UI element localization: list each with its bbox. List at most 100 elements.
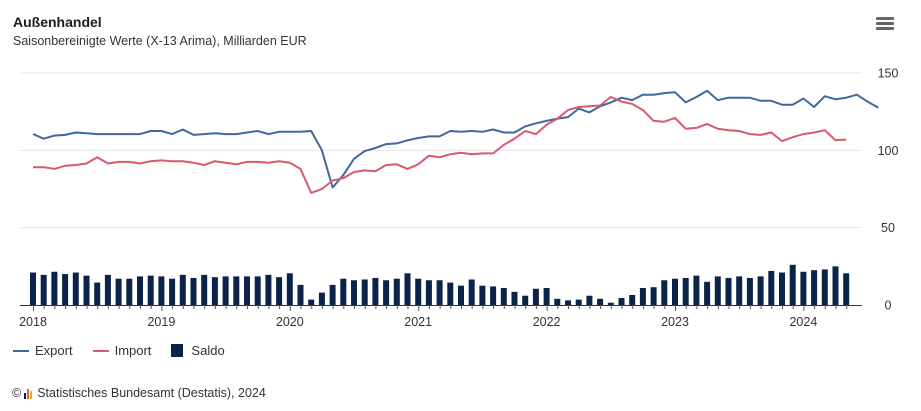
x-tick-label: 2022 — [533, 315, 561, 329]
saldo-bar — [597, 298, 604, 305]
saldo-bar — [757, 276, 764, 305]
saldo-bar — [543, 287, 550, 305]
series-lines — [32, 89, 879, 194]
x-tick-label: 2024 — [789, 315, 817, 329]
saldo-bar — [522, 295, 529, 305]
saldo-bar — [179, 274, 186, 305]
hamburger-menu-icon[interactable] — [876, 17, 894, 33]
saldo-bar — [618, 298, 625, 305]
saldo-bar — [832, 266, 839, 305]
saldo-bar — [329, 284, 336, 305]
legend-label: Saldo — [191, 343, 225, 358]
saldo-bar — [40, 274, 47, 305]
saldo-bars — [30, 264, 850, 305]
legend-label: Export — [35, 343, 73, 358]
saldo-bar — [468, 279, 475, 305]
y-tick-label: 100 — [878, 144, 899, 158]
saldo-bar — [126, 278, 133, 305]
legend-label: Import — [114, 343, 152, 358]
saldo-bar — [340, 278, 347, 305]
saldo-bar — [500, 287, 507, 305]
destatis-logo-icon — [24, 388, 33, 399]
series-line-export — [32, 89, 879, 189]
saldo-bar — [137, 276, 143, 305]
saldo-bar — [201, 274, 208, 305]
legend-item-saldo[interactable]: Saldo — [171, 343, 225, 358]
y-tick-label: 150 — [878, 67, 899, 81]
saldo-bar — [30, 272, 36, 305]
y-tick-label: 0 — [885, 299, 892, 313]
saldo-bar — [383, 280, 390, 305]
chart-subtitle: Saisonbereinigte Werte (X-13 Arima), Mil… — [13, 34, 307, 48]
saldo-bar — [372, 277, 379, 305]
credit-line: © Statistisches Bundesamt (Destatis), 20… — [12, 386, 266, 400]
y-axis: 0 50 100 150 — [878, 67, 899, 313]
saldo-bar — [222, 276, 229, 305]
saldo-bar — [607, 302, 614, 305]
saldo-bar — [415, 278, 422, 305]
menu-bar — [876, 27, 894, 30]
saldo-bar — [821, 269, 828, 305]
legend-line-swatch — [92, 349, 109, 352]
saldo-bar — [511, 291, 518, 305]
legend-box-swatch — [171, 344, 184, 357]
saldo-bar — [83, 275, 90, 305]
saldo-bar — [286, 273, 293, 305]
saldo-bar — [843, 273, 850, 305]
saldo-bar — [190, 277, 197, 305]
gridlines — [20, 72, 862, 229]
saldo-bar — [94, 282, 101, 305]
saldo-bar — [51, 271, 58, 305]
x-tick-label: 2018 — [19, 315, 47, 329]
saldo-bar — [479, 285, 486, 305]
saldo-bar — [768, 270, 775, 305]
saldo-bar — [458, 285, 464, 305]
saldo-bar — [361, 279, 368, 305]
saldo-bar — [565, 300, 571, 305]
legend-line-swatch — [13, 349, 29, 352]
legend-item-export[interactable]: Export — [13, 343, 73, 358]
saldo-bar — [425, 280, 432, 305]
x-tick-label: 2021 — [404, 315, 432, 329]
legend-item-import[interactable]: Import — [92, 343, 152, 358]
x-tick-label: 2020 — [276, 315, 304, 329]
saldo-bar — [72, 272, 79, 305]
saldo-bar — [575, 299, 582, 305]
saldo-bar — [586, 295, 593, 305]
legend: Export Import Saldo — [13, 343, 245, 358]
saldo-bar — [115, 278, 122, 305]
saldo-bar — [158, 276, 165, 305]
saldo-bar — [318, 292, 325, 305]
saldo-bar — [811, 270, 818, 305]
saldo-bar — [244, 276, 250, 305]
saldo-bar — [104, 274, 111, 305]
saldo-bar — [736, 276, 743, 305]
saldo-bar — [532, 288, 539, 305]
x-tick-label: 2019 — [147, 315, 175, 329]
saldo-bar — [661, 280, 668, 305]
saldo-bar — [725, 277, 732, 305]
saldo-bar — [436, 280, 443, 305]
saldo-bar — [254, 276, 261, 305]
credit-text: Statistisches Bundesamt (Destatis), 2024 — [37, 386, 266, 400]
saldo-bar — [276, 277, 283, 305]
saldo-bar — [639, 287, 646, 305]
y-tick-label: 50 — [881, 221, 895, 235]
saldo-bar — [704, 281, 711, 305]
menu-bar — [876, 22, 894, 25]
saldo-bar — [693, 275, 700, 305]
saldo-bar — [351, 280, 357, 305]
saldo-bar — [265, 274, 272, 305]
saldo-bar — [393, 278, 400, 305]
series-line-import — [33, 96, 847, 194]
saldo-bar — [746, 277, 753, 305]
saldo-bar — [800, 271, 807, 305]
saldo-bar — [404, 273, 411, 305]
saldo-bar — [169, 278, 176, 305]
saldo-bar — [714, 276, 721, 305]
x-tick-label: 2023 — [661, 315, 689, 329]
copyright-icon: © — [12, 386, 22, 400]
saldo-bar — [147, 275, 154, 305]
saldo-bar — [447, 282, 454, 305]
saldo-bar — [308, 299, 315, 305]
